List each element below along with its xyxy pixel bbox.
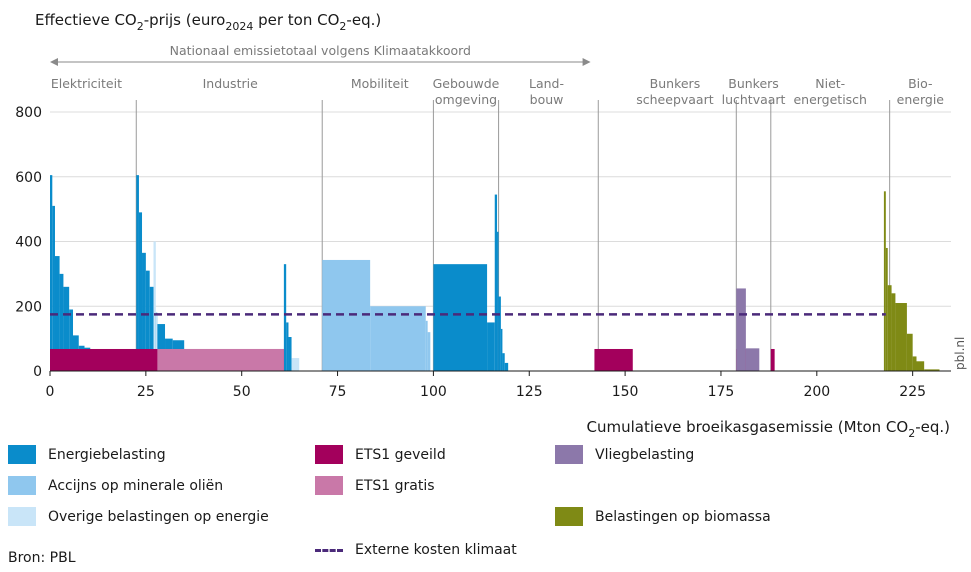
sector-label: Elektriciteit [51, 76, 122, 91]
bar-belastingen-op-biomassa [887, 285, 892, 371]
bar-energiebelasting [288, 337, 292, 371]
bar-overige-belastingen-op-energie [291, 358, 300, 371]
bar-overige-belastingen-op-energie [153, 241, 156, 371]
x-tick-label: 200 [803, 384, 830, 400]
bar-energiebelasting [487, 322, 495, 371]
bar-belastingen-op-biomassa [906, 333, 913, 371]
x-tick-label: 150 [612, 384, 639, 400]
sector-label: Industrie [203, 76, 258, 91]
bar-vliegbelasting [736, 288, 746, 371]
bar-overige-belastingen-op-energie [155, 314, 158, 371]
bar-belastingen-op-biomassa [883, 191, 886, 371]
bar-accijns-op-minerale-oli-n [427, 332, 431, 371]
bar-accijns-op-minerale-oli-n [370, 306, 426, 371]
bar-energiebelasting [504, 362, 509, 371]
y-tick-label: 800 [15, 105, 42, 121]
sector-label: Bunkers luchtvaart [722, 76, 786, 107]
bar-energiebelasting [149, 286, 154, 371]
bar-energiebelasting [59, 273, 64, 371]
bar-energiebelasting [500, 328, 503, 371]
chart-title: Effectieve CO2-prijs (euro2024 per ton C… [35, 11, 381, 33]
bar-energiebelasting [145, 270, 150, 371]
x-tick-label: 100 [420, 384, 447, 400]
arrow-head-right [582, 58, 591, 66]
sector-label: Mobiliteit [351, 76, 409, 91]
bar-energiebelasting [52, 205, 55, 371]
arrow-head-left [50, 58, 58, 66]
bar-vliegbelasting [745, 348, 760, 371]
bar-accijns-op-minerale-oli-n [425, 320, 428, 371]
x-tick-label: 25 [137, 384, 155, 400]
bar-energiebelasting [136, 175, 139, 371]
bar-belastingen-op-biomassa [891, 293, 896, 371]
y-tick-label: 400 [15, 235, 42, 251]
sector-label: Bunkers scheepvaart [636, 76, 713, 107]
bar-energiebelasting [138, 212, 143, 371]
x-tick-label: 225 [899, 384, 926, 400]
bar-energiebelasting [494, 194, 498, 371]
x-tick-label: 0 [46, 384, 55, 400]
y-tick-label: 600 [15, 170, 42, 186]
bar-energiebelasting [63, 286, 70, 371]
x-tick-label: 50 [233, 384, 251, 400]
national-total-label: Nationaal emissietotaal volgens Klimaata… [170, 43, 471, 58]
sector-label: Niet-energetisch [793, 76, 867, 107]
bar-ets1-geveild [770, 348, 775, 371]
svg-text:Effectieve CO2-prijs (euro2024: Effectieve CO2-prijs (euro2024 per ton C… [35, 11, 381, 33]
bar-energiebelasting [498, 296, 501, 371]
bar-ets1-geveild [594, 348, 633, 371]
bar-energiebelasting [286, 322, 289, 371]
svg-text:Cumulatieve broeikasgasemissie: Cumulatieve broeikasgasemissie (Mton CO2… [586, 418, 950, 440]
sector-label: Gebouwde omgeving [433, 76, 500, 107]
y-tick-label: 200 [15, 299, 42, 315]
watermark: pbl.nl [953, 337, 967, 370]
y-tick-label: 0 [33, 364, 42, 380]
bar-energiebelasting [142, 252, 146, 371]
bar-energiebelasting [283, 264, 287, 371]
sector-label: Bio-energie [897, 76, 945, 107]
bar-belastingen-op-biomassa [885, 247, 888, 371]
bar-belastingen-op-biomassa [916, 361, 925, 371]
bar-energiebelasting [50, 175, 53, 371]
bar-energiebelasting [157, 324, 166, 371]
bar-energiebelasting [502, 353, 505, 371]
x-tick-label: 75 [329, 384, 347, 400]
x-axis-title: Cumulatieve broeikasgasemissie (Mton CO2… [586, 418, 950, 440]
bar-belastingen-op-biomassa [912, 356, 917, 371]
bar-belastingen-op-biomassa [895, 303, 907, 371]
bar-energiebelasting [497, 231, 499, 371]
sector-label: Land-bouw [529, 76, 564, 107]
bar-ets1-gratis [157, 348, 284, 371]
bar-belastingen-op-biomassa [924, 369, 940, 371]
x-tick-label: 125 [516, 384, 543, 400]
bar-energiebelasting [433, 264, 488, 371]
source-note: Bron: PBL [8, 550, 76, 566]
bar-energiebelasting [69, 309, 74, 371]
x-tick-label: 175 [708, 384, 735, 400]
